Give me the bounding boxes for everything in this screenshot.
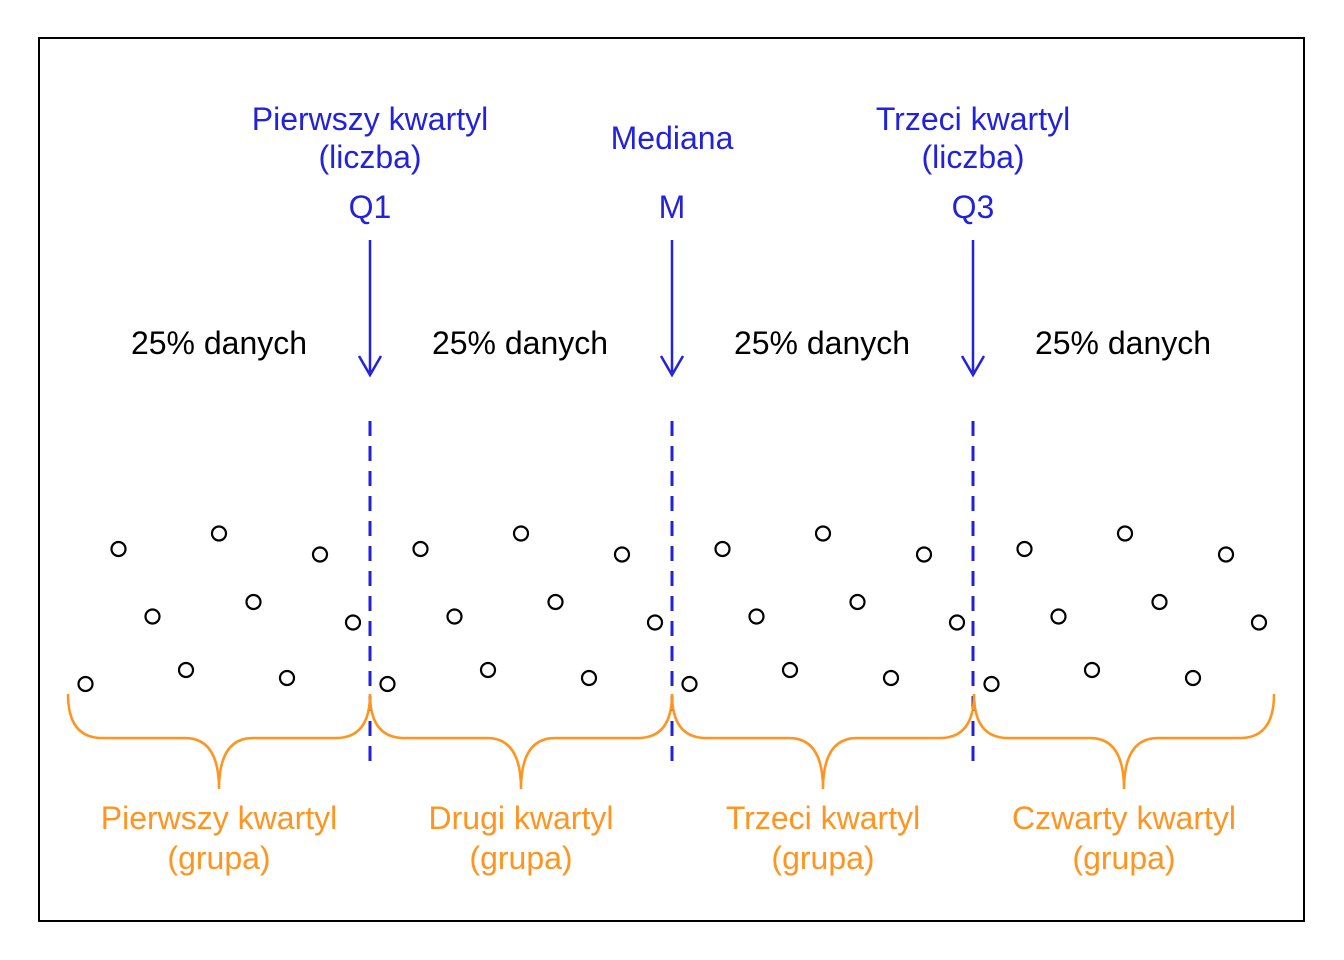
group-brace xyxy=(66,693,372,790)
percent-label-2: 25% danych xyxy=(431,325,609,361)
group-label-first-title: Pierwszy kwartyl xyxy=(100,800,338,836)
data-point-circle xyxy=(915,546,933,563)
data-point-circle xyxy=(446,608,463,625)
data-point-circle xyxy=(1217,546,1235,563)
q1-symbol: Q1 xyxy=(348,189,392,225)
group-label-third-title: Trzeci kwartyl xyxy=(725,800,921,836)
data-point-circle xyxy=(646,614,664,631)
data-point-circle xyxy=(882,669,900,687)
data-point-circle xyxy=(144,608,161,625)
data-point-circle xyxy=(748,608,765,625)
data-point-circle xyxy=(1116,525,1134,542)
q3-label-text: Trzeci kwartyl (liczba) xyxy=(876,100,1070,176)
group-label-fourth-title: Czwarty kwartyl xyxy=(1011,800,1237,836)
data-point-circle xyxy=(1050,608,1067,625)
group-label-fourth: Czwarty kwartyl (grupa) xyxy=(1012,798,1236,878)
group-brace xyxy=(670,693,976,790)
data-point-circle xyxy=(1184,669,1202,687)
median-number-label: Mediana M xyxy=(611,100,734,226)
data-point-circle xyxy=(311,546,329,563)
diagram-border-frame xyxy=(38,37,1305,922)
data-point-circle xyxy=(1083,661,1101,679)
data-point-circle xyxy=(110,540,127,558)
q3-label-subtitle: (liczba) xyxy=(921,139,1025,175)
data-point-circle xyxy=(681,675,698,693)
data-point-circle xyxy=(344,614,362,631)
down-arrow-head xyxy=(960,355,986,378)
data-point-circle xyxy=(580,669,598,687)
data-point-circle xyxy=(412,540,429,558)
q3-number-label: Trzeci kwartyl (liczba) Q3 xyxy=(876,100,1070,226)
q1-label-text: Pierwszy kwartyl (liczba) xyxy=(252,100,488,176)
down-arrow-head xyxy=(357,355,383,378)
data-point-circle xyxy=(245,593,262,611)
group-label-third-subtitle: (grupa) xyxy=(771,840,875,876)
data-point-circle xyxy=(714,540,731,558)
data-point-circle xyxy=(1151,593,1168,611)
data-point-circle xyxy=(814,525,832,542)
data-point-circle xyxy=(210,525,228,542)
group-label-second-title: Drugi kwartyl xyxy=(428,800,614,836)
data-point-circle xyxy=(849,593,866,611)
q3-symbol: Q3 xyxy=(951,189,995,225)
data-point-circle xyxy=(983,675,1000,693)
data-point-circle xyxy=(177,661,195,679)
group-label-first-subtitle: (grupa) xyxy=(167,840,271,876)
data-point-circle xyxy=(379,675,396,693)
data-point-circle xyxy=(1016,540,1033,558)
down-arrow-head xyxy=(659,355,685,378)
data-point-circle xyxy=(948,614,966,631)
group-label-third: Trzeci kwartyl (grupa) xyxy=(726,798,920,878)
data-point-circle xyxy=(547,593,564,611)
percent-label-1: 25% danych xyxy=(130,325,308,361)
median-symbol: M xyxy=(658,189,686,225)
group-label-second: Drugi kwartyl (grupa) xyxy=(429,798,614,878)
percent-label-3: 25% danych xyxy=(733,325,911,361)
median-label-title: Mediana xyxy=(610,120,734,156)
data-point-circle xyxy=(781,661,799,679)
data-point-circle xyxy=(278,669,296,687)
median-label-text: Mediana xyxy=(611,100,734,176)
q1-number-label: Pierwszy kwartyl (liczba) Q1 xyxy=(252,100,488,226)
data-point-circle xyxy=(77,675,94,693)
data-point-circle xyxy=(512,525,530,542)
group-label-second-subtitle: (grupa) xyxy=(469,840,573,876)
percent-label-4: 25% danych xyxy=(1034,325,1212,361)
q1-label-title: Pierwszy kwartyl xyxy=(251,101,489,137)
data-point-circle xyxy=(613,546,631,563)
group-brace xyxy=(972,693,1276,790)
data-point-circle xyxy=(1250,614,1268,631)
data-point-circle xyxy=(479,661,497,679)
group-brace xyxy=(368,693,674,790)
group-label-fourth-subtitle: (grupa) xyxy=(1072,840,1176,876)
q1-label-subtitle: (liczba) xyxy=(318,139,422,175)
group-label-first: Pierwszy kwartyl (grupa) xyxy=(101,798,337,878)
q3-label-title: Trzeci kwartyl xyxy=(875,101,1071,137)
